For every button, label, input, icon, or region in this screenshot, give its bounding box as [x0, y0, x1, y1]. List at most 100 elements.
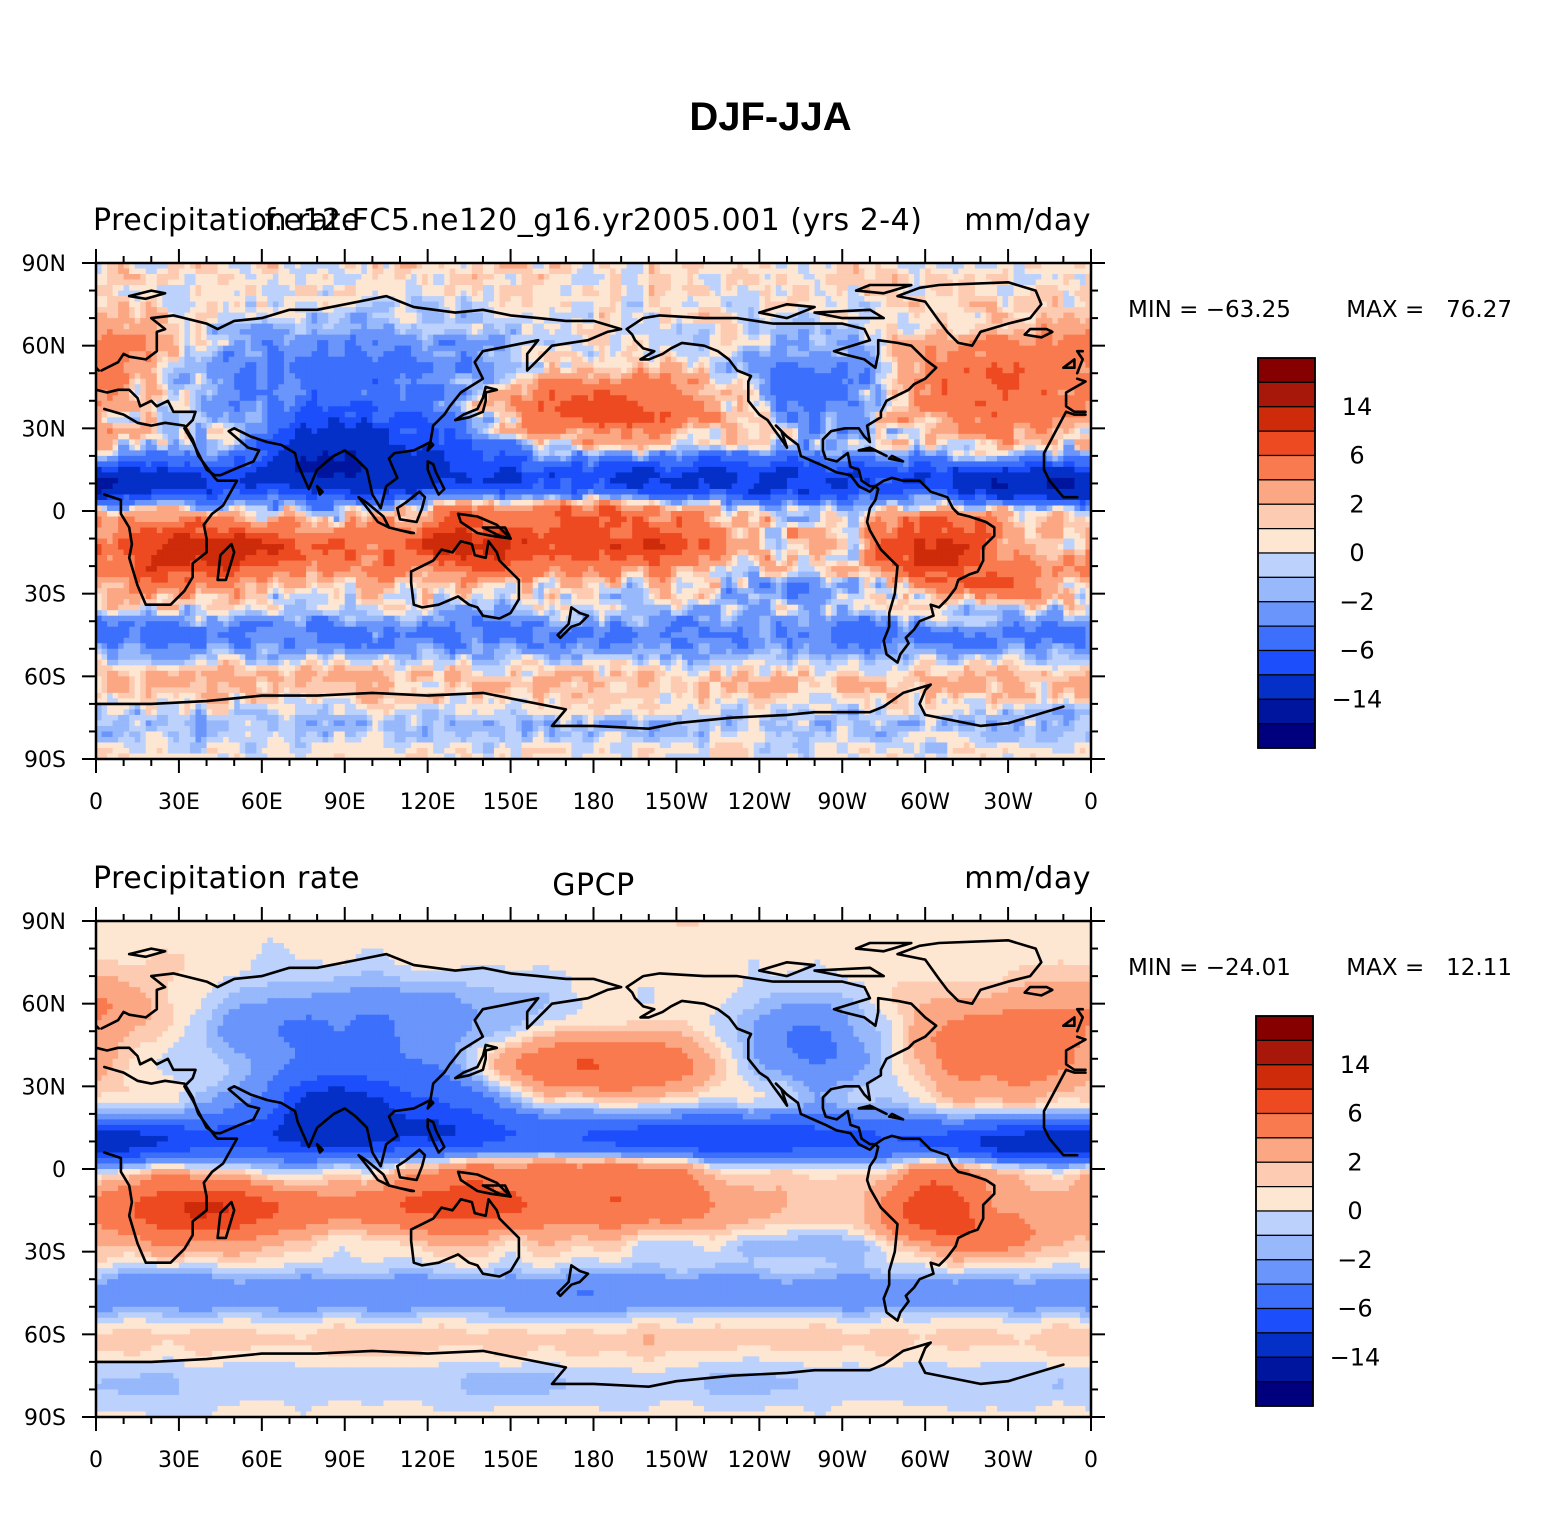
heatmap-cell	[681, 384, 689, 391]
heatmap-cell	[355, 395, 362, 402]
heatmap-cell	[206, 263, 213, 270]
heatmap-cell	[107, 296, 114, 303]
heatmap-cell	[372, 318, 379, 325]
heatmap-cell	[903, 351, 910, 358]
heatmap-cell	[223, 290, 230, 297]
heatmap-cell	[897, 367, 904, 374]
heatmap-cell	[792, 279, 799, 286]
heatmap-cell	[538, 312, 545, 319]
heatmap-cell	[648, 268, 655, 275]
heatmap-cell	[123, 318, 130, 325]
heatmap-cell	[637, 367, 644, 374]
heatmap-cell	[510, 329, 517, 336]
heatmap-cell	[853, 384, 860, 391]
heatmap-cell	[510, 323, 517, 330]
heatmap-cell	[118, 389, 125, 396]
heatmap-cell	[322, 296, 329, 303]
heatmap-cell	[549, 351, 556, 358]
heatmap-cell	[908, 263, 915, 270]
heatmap-cell	[681, 345, 689, 352]
heatmap-cell	[527, 329, 534, 336]
heatmap-cell	[494, 312, 501, 319]
heatmap-cell	[538, 290, 545, 297]
heatmap-cell	[538, 334, 545, 341]
heatmap-cell	[306, 301, 313, 308]
heatmap-cell	[1052, 334, 1059, 341]
heatmap-cell	[317, 263, 324, 270]
heatmap-cell	[753, 290, 760, 297]
heatmap-cell	[317, 362, 324, 369]
heatmap-cell	[947, 389, 954, 396]
heatmap-cell	[842, 323, 849, 330]
heatmap-cell	[372, 285, 379, 292]
heatmap-cell	[731, 345, 738, 352]
heatmap-cell	[681, 373, 689, 380]
heatmap-cell	[521, 362, 528, 369]
heatmap-cell	[350, 373, 357, 380]
heatmap-cell	[388, 268, 396, 275]
heatmap-cell	[488, 268, 495, 275]
heatmap-cell	[333, 290, 340, 297]
heatmap-cell	[328, 345, 335, 352]
heatmap-cell	[593, 406, 600, 413]
heatmap-cell	[118, 406, 125, 413]
heatmap-cell	[455, 400, 462, 407]
heatmap-cell	[239, 389, 246, 396]
heatmap-cell	[212, 400, 219, 407]
heatmap-cell	[759, 279, 766, 286]
heatmap-cell	[792, 329, 799, 336]
heatmap-cell	[726, 279, 733, 286]
heatmap-cell	[482, 340, 490, 347]
heatmap-cell	[693, 329, 700, 336]
heatmap-cell	[681, 268, 689, 275]
heatmap-cell	[659, 367, 666, 374]
heatmap-cell	[201, 285, 208, 292]
heatmap-cell	[764, 312, 771, 319]
heatmap-cell	[532, 318, 539, 325]
heatmap-cell	[355, 334, 362, 341]
heatmap-cell	[676, 323, 683, 330]
heatmap-cell	[405, 312, 412, 319]
heatmap-cell	[510, 384, 517, 391]
heatmap-cell	[582, 378, 589, 385]
heatmap-cell	[1057, 285, 1064, 292]
heatmap-cell	[1079, 367, 1087, 374]
heatmap-cell	[239, 378, 246, 385]
heatmap-cell	[228, 323, 235, 330]
heatmap-cell	[1068, 301, 1076, 308]
heatmap-cell	[759, 356, 766, 363]
heatmap-cell	[178, 389, 186, 396]
heatmap-cell	[283, 285, 291, 292]
heatmap-cell	[162, 307, 169, 314]
heatmap-cell	[372, 279, 379, 286]
heatmap-cell	[742, 312, 749, 319]
heatmap-cell	[560, 395, 567, 402]
heatmap-cell	[134, 373, 141, 380]
heatmap-cell	[499, 406, 506, 413]
heatmap-cell	[626, 279, 633, 286]
heatmap-cell	[96, 268, 103, 275]
heatmap-cell	[565, 312, 572, 319]
heatmap-cell	[278, 351, 285, 358]
heatmap-cell	[455, 345, 462, 352]
heatmap-cell	[516, 345, 523, 352]
heatmap-cell	[499, 263, 506, 270]
heatmap-cell	[212, 340, 219, 347]
heatmap-cell	[952, 345, 959, 352]
heatmap-cell	[969, 268, 976, 275]
heatmap-cell	[372, 411, 379, 418]
heatmap-cell	[892, 323, 899, 330]
heatmap-cell	[941, 378, 948, 385]
heatmap-cell	[681, 395, 689, 402]
heatmap-cell	[295, 406, 302, 413]
heatmap-cell	[394, 406, 401, 413]
heatmap-cell	[322, 290, 329, 297]
heatmap-cell	[615, 384, 622, 391]
heatmap-cell	[521, 378, 528, 385]
heatmap-cell	[1052, 301, 1059, 308]
heatmap-cell	[206, 318, 213, 325]
heatmap-cell	[626, 367, 633, 374]
heatmap-cell	[377, 362, 385, 369]
heatmap-cell	[295, 285, 302, 292]
heatmap-cell	[864, 290, 871, 297]
